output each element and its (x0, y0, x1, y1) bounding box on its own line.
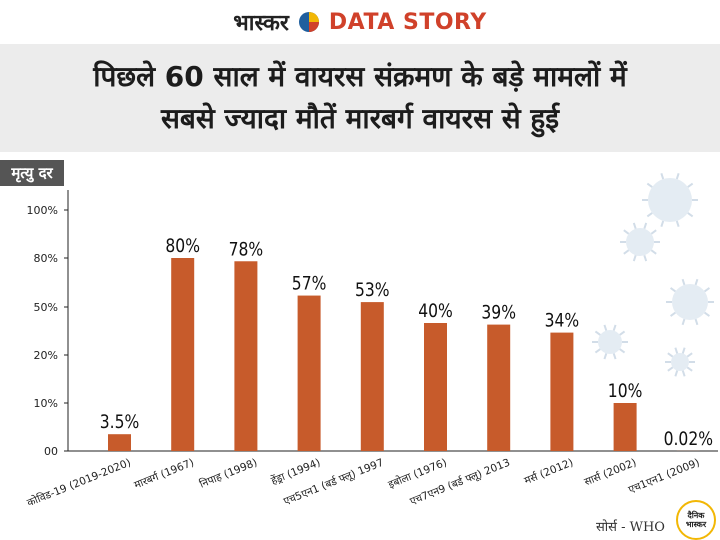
bar (360, 302, 384, 451)
x-tick-label: एच5एन1 (बर्ड फ्लू) 1997 (281, 456, 385, 508)
virus-icon (642, 173, 698, 227)
data-label: 3.5% (100, 412, 140, 434)
x-tick-label: एच7एन9 (बर्ड फ्लू) 2013 (408, 456, 512, 508)
section-name: DATA STORY (328, 9, 487, 35)
data-label: 53% (355, 280, 390, 302)
virus-icon (666, 278, 714, 326)
data-label: 39% (481, 302, 516, 324)
virus-icon (620, 222, 660, 262)
y-tick-label: 100% (27, 204, 58, 217)
bar (297, 295, 321, 451)
title-band: पिछले 60 साल में वायरस संक्रमण के बड़े म… (0, 44, 720, 152)
virus-background-decoration (592, 173, 714, 377)
bar (487, 324, 511, 451)
brand-name: भास्कर (233, 11, 289, 36)
data-label: 78% (229, 239, 264, 261)
y-tick-label: 20% (34, 349, 58, 362)
y-tick-label: 10% (34, 397, 58, 410)
chart-area (0, 152, 720, 540)
data-label: 10% (608, 381, 643, 403)
y-tick-label: 00 (44, 445, 58, 458)
data-label: 40% (418, 301, 453, 323)
x-tick-label: मर्स (2012) (522, 456, 575, 487)
x-tick-label: कोविड-19 (2019-2020) (25, 456, 133, 510)
x-tick-label: मारबर्ग (1967) (132, 456, 196, 492)
data-label: 80% (165, 236, 200, 258)
data-label: 0.02% (664, 429, 713, 451)
y-tick-label: 80% (34, 252, 58, 265)
chart-title-line-2: सबसे ज्यादा मौतें मारबर्ग वायरस से हुई (160, 102, 560, 135)
x-tick-label: निपाह (1998) (198, 456, 259, 491)
dainik-bhaskar-logo: दैनिक भास्कर (676, 500, 716, 540)
data-label: 57% (292, 273, 327, 295)
x-tick-label: एच1एन1 (2009) (627, 457, 702, 496)
bar (108, 434, 131, 451)
y-tick-label: 50% (34, 301, 58, 314)
pie-chart-icon (298, 12, 319, 32)
source-text: सोर्स - WHO (596, 520, 665, 535)
virus-icon (592, 324, 628, 360)
bar (613, 403, 637, 451)
bar (424, 323, 447, 451)
data-label: 34% (545, 310, 580, 332)
bar (234, 261, 258, 451)
bar (550, 332, 574, 451)
virus-icon (665, 347, 695, 377)
y-axis-label: मृत्यु दर (0, 160, 64, 186)
header: भास्कर DATA STORY (0, 0, 720, 44)
bar (171, 258, 195, 451)
chart-title-line-1: पिछले 60 साल में वायरस संक्रमण के बड़े म… (93, 60, 627, 93)
